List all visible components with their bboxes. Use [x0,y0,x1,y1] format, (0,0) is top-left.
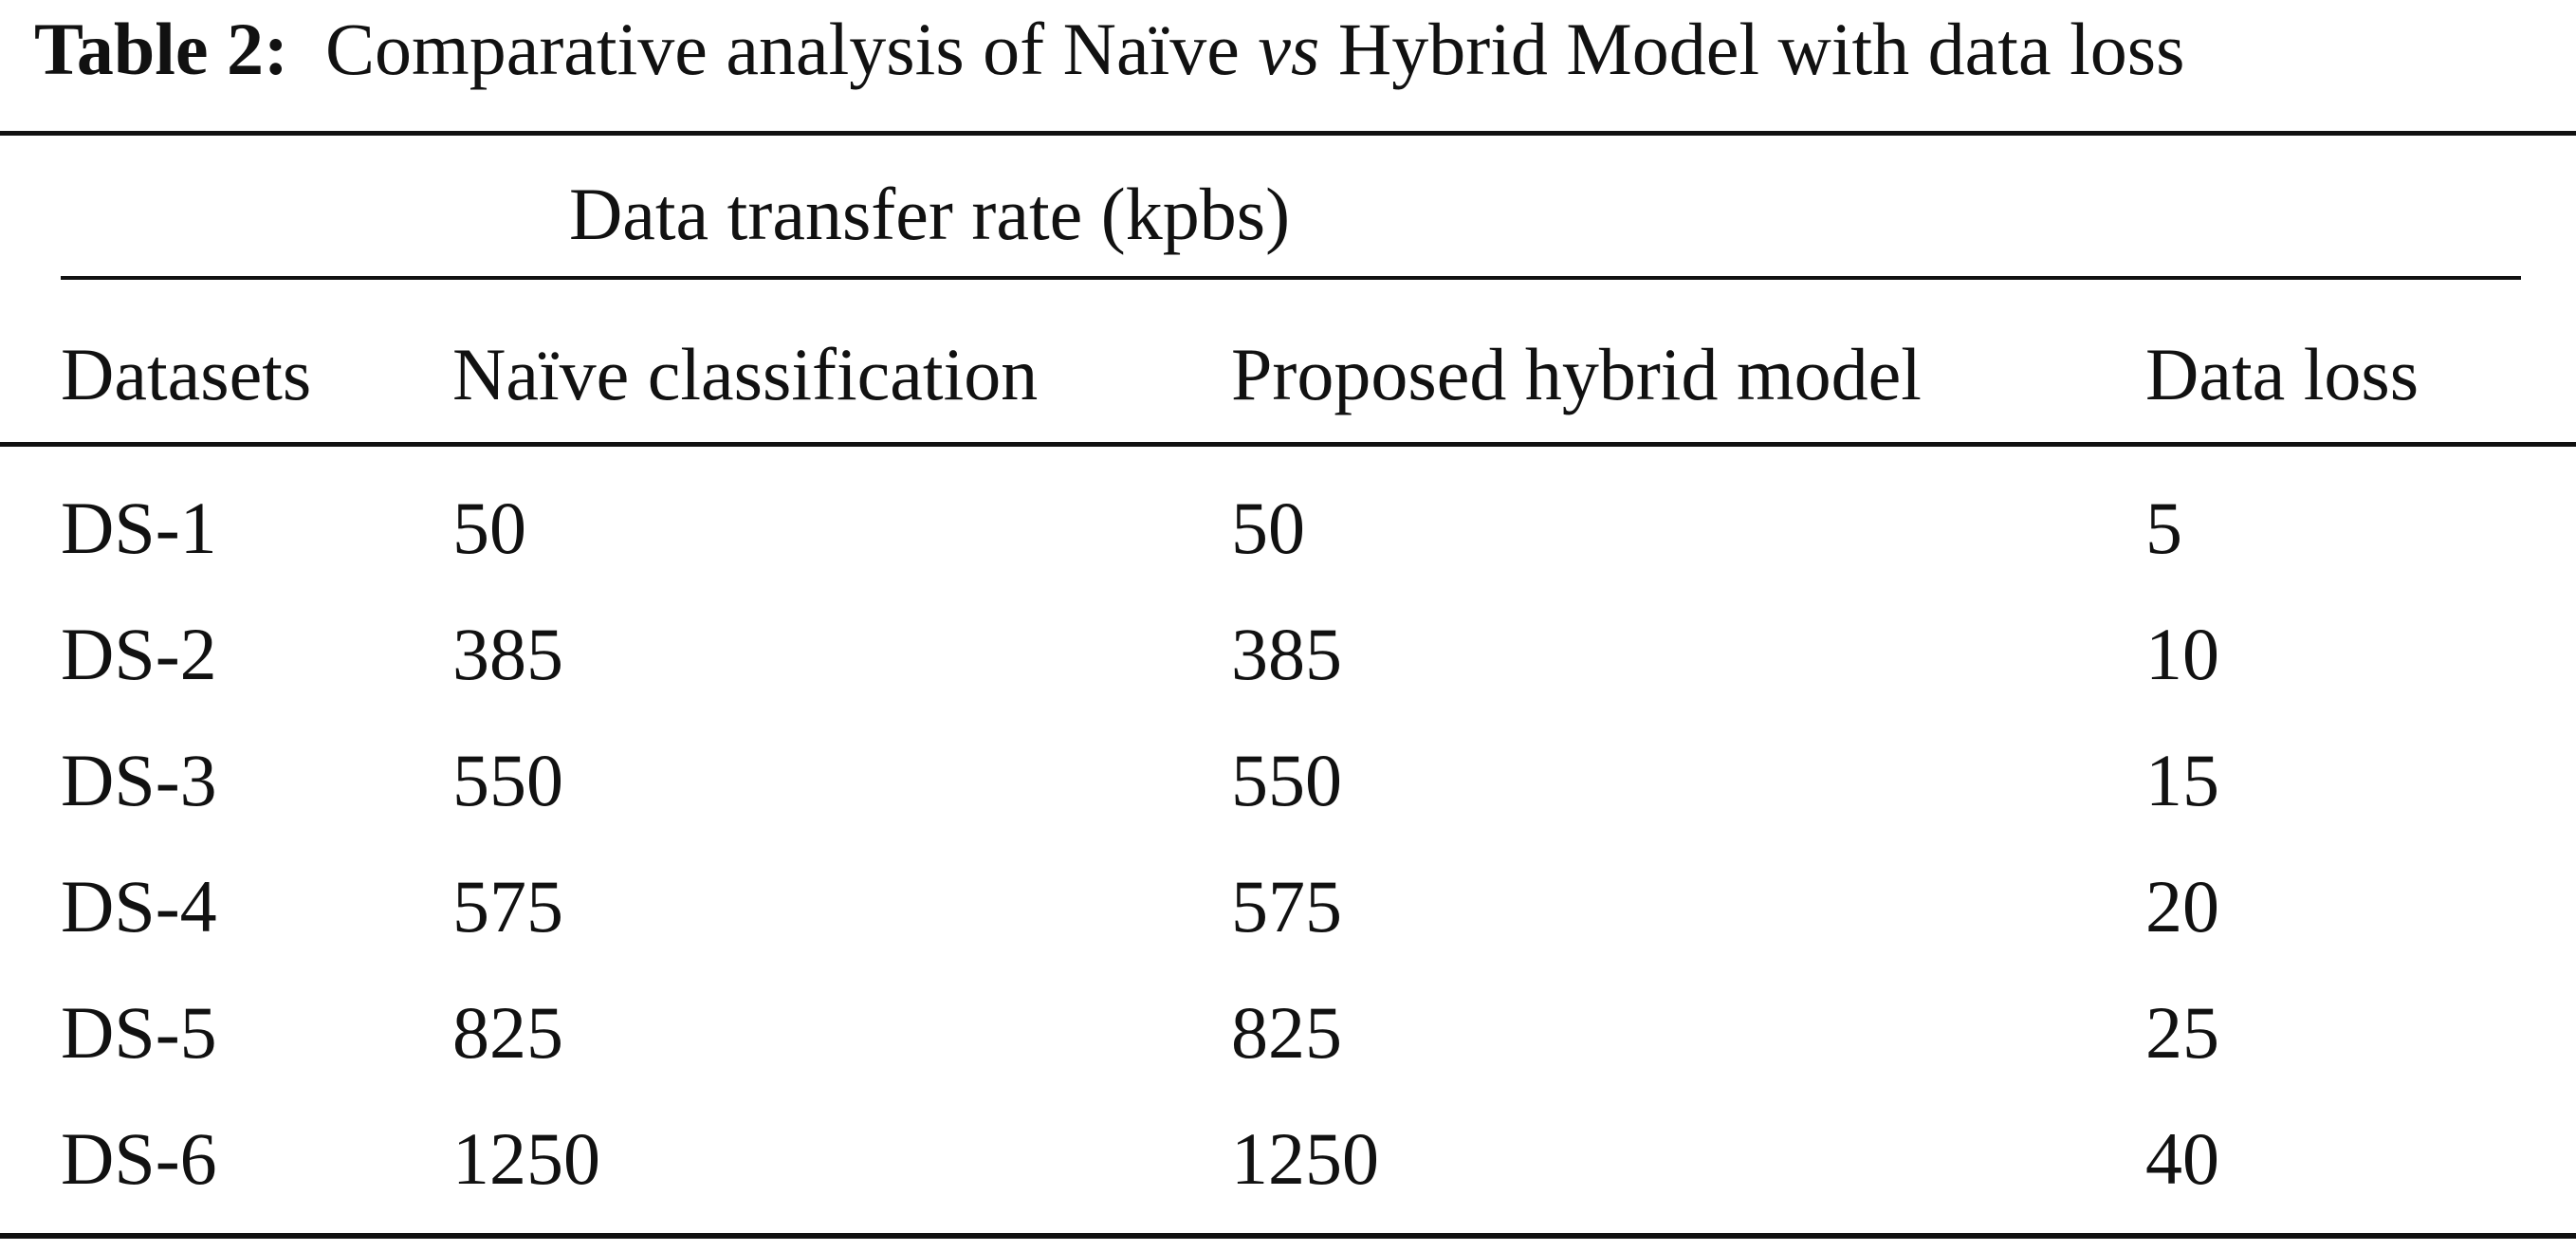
table-header-rule [0,442,2576,447]
table-cell-naive: 1250 [452,1117,600,1200]
table-cell-hybrid: 385 [1231,613,1342,695]
table-caption-text-italic: vs [1258,8,1320,90]
table-caption: Table 2: Comparative analysis of Naïve v… [34,0,2576,99]
table-cell-hybrid: 825 [1231,991,1342,1074]
table-cell-dataset: DS-5 [61,991,217,1074]
table-top-rule [0,131,2576,136]
table-bottom-rule [0,1233,2576,1239]
table-cell-data-loss: 20 [2145,865,2219,947]
table-cell-data-loss: 10 [2145,613,2219,695]
table-caption-label: Table 2: [34,8,289,90]
table-caption-text-before: Comparative analysis of Naïve [325,8,1259,90]
table-cell-hybrid: 50 [1231,487,1305,569]
table-cell-data-loss: 40 [2145,1117,2219,1200]
table-cell-dataset: DS-6 [61,1117,217,1200]
table-cell-hybrid: 575 [1231,865,1342,947]
table-caption-text-after: Hybrid Model with data loss [1319,8,2185,90]
table-cell-naive: 550 [452,739,563,821]
table-cell-naive: 825 [452,991,563,1074]
column-header-naive-classification: Naïve classification [452,333,1039,415]
table-cell-dataset: DS-3 [61,739,217,821]
table-group-header-rule [61,276,2521,280]
table-cell-naive: 385 [452,613,563,695]
table-cell-dataset: DS-2 [61,613,217,695]
table-cell-naive: 50 [452,487,526,569]
column-header-proposed-hybrid-model: Proposed hybrid model [1231,333,1922,415]
column-header-datasets: Datasets [61,333,312,415]
column-header-data-loss: Data loss [2145,333,2420,415]
table-cell-hybrid: 1250 [1231,1117,1379,1200]
table-cell-data-loss: 15 [2145,739,2219,821]
table-cell-data-loss: 5 [2145,487,2182,569]
table-cell-dataset: DS-1 [61,487,217,569]
table-cell-hybrid: 550 [1231,739,1342,821]
table-cell-dataset: DS-4 [61,865,217,947]
table-cell-data-loss: 25 [2145,991,2219,1074]
table-cell-naive: 575 [452,865,563,947]
table-group-header: Data transfer rate (kpbs) [568,173,1291,255]
